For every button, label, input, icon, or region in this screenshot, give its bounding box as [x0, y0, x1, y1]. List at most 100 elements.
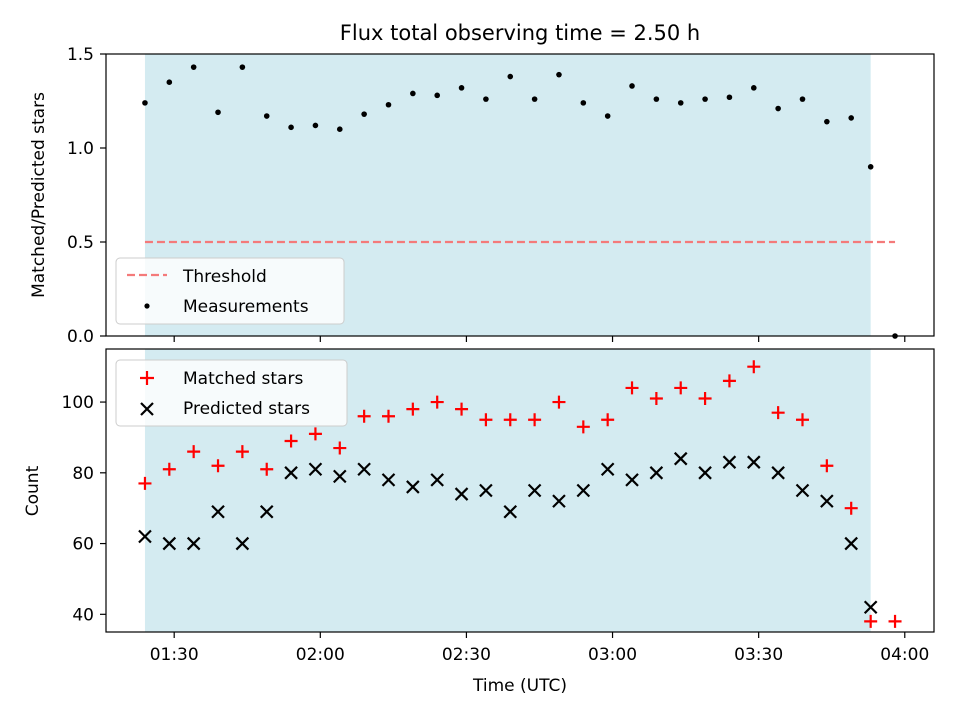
matched-stars-point: [528, 413, 542, 427]
measurement-point: [410, 90, 416, 97]
matched-stars-point: [235, 445, 249, 459]
bottom-panel: 40 60 80 100 01:30 02:00 02:30 03:00 03:30 04:00…: [23, 348, 935, 696]
predicted-stars-point: [406, 480, 420, 494]
measurement-point: [824, 118, 830, 125]
x-tick-label: 02:00: [296, 645, 345, 665]
measurement-point: [677, 100, 684, 106]
legend-predicted-swatch: [140, 402, 154, 416]
bottom-legend-box: [115, 359, 348, 427]
legend-matched-swatch: [140, 371, 154, 385]
matched-stars-point: [381, 409, 395, 423]
measurement-point: [867, 164, 874, 170]
predicted-stars-point: [649, 466, 664, 480]
legend-measurements-label: Measurements: [183, 297, 309, 317]
matched-stars-point: [844, 501, 858, 515]
measurement-point: [336, 126, 343, 132]
measurement-points: [142, 64, 898, 339]
measurement-point: [142, 100, 148, 106]
measurement-point: [604, 113, 611, 119]
measurement-point: [726, 94, 733, 101]
predicted-stars-point: [552, 494, 566, 508]
x-tick-label: 03:00: [588, 645, 637, 665]
bottom-y-axis-label: Count: [23, 465, 43, 516]
predicted-stars-point: [844, 536, 858, 551]
matched-stars-point: [771, 406, 785, 420]
predicted-stars-point: [138, 529, 152, 544]
matched-stars-point: [406, 402, 420, 416]
matched-stars-point: [576, 420, 590, 434]
matched-stars-point: [284, 434, 298, 448]
matched-stars-point: [430, 395, 444, 409]
y-tick-label: 1.0: [67, 139, 94, 159]
y-tick-label: 100: [62, 393, 94, 413]
predicted-stars-point: [479, 483, 493, 498]
predicted-stars-point: [600, 462, 615, 477]
predicted-stars-point: [308, 462, 323, 477]
measurement-point: [166, 79, 173, 85]
measurement-point: [653, 96, 660, 102]
measurement-point: [263, 113, 270, 119]
predicted-stars-point: [186, 536, 201, 551]
matched-stars-point: [888, 614, 902, 628]
matched-stars-point: [864, 614, 878, 628]
predicted-stars-point: [863, 600, 878, 615]
bottom-x-ticks: 01:30 02:00 02:30 03:00 03:30 04:00: [150, 632, 929, 665]
matched-stars-point: [479, 413, 493, 427]
measurement-point: [848, 115, 854, 121]
top-panel: 0.0 0.5 1.0 1.5 Matched/Predicted stars Thr…: [29, 45, 935, 347]
predicted-stars-point: [259, 504, 274, 519]
predicted-stars-point: [284, 466, 298, 480]
y-tick-label: 40: [72, 605, 94, 625]
matched-stars-point: [601, 413, 615, 427]
predicted-stars-point: [333, 469, 347, 484]
chart-title: Flux total observing time = 2.50 h: [340, 21, 700, 45]
measurement-point: [750, 85, 757, 91]
top-legend: Threshold Measurements: [115, 257, 345, 325]
top-legend-box: [115, 257, 345, 325]
predicted-stars-point: [381, 473, 396, 487]
predicted-stars-point: [698, 466, 712, 480]
predicted-stars-point: [576, 483, 591, 498]
matched-stars-point: [698, 392, 712, 406]
x-axis-label: Time (UTC): [472, 676, 567, 696]
predicted-stars-point: [503, 504, 518, 519]
matched-stars-point: [138, 476, 152, 490]
top-x-ticks: [173, 336, 906, 342]
x-tick-label: 01:30: [150, 645, 199, 665]
matched-stars-point: [503, 413, 517, 427]
predicted-stars-point: [162, 536, 177, 551]
predicted-stars-point: [357, 462, 371, 477]
matched-stars-point: [333, 441, 347, 455]
matched-stars-point: [162, 462, 176, 476]
matched-stars-point: [260, 462, 274, 476]
measurement-point: [702, 96, 708, 102]
predicted-stars-point: [747, 455, 761, 469]
matched-stars-point: [552, 395, 566, 409]
y-tick-label: 60: [72, 535, 94, 555]
bottom-legend: Matched stars Predicted stars: [115, 359, 348, 427]
legend-measurements-swatch: [144, 303, 150, 309]
count-points: [138, 360, 902, 628]
measurement-point: [556, 71, 562, 78]
matched-stars-point: [674, 381, 688, 395]
matched-stars-point: [211, 459, 225, 473]
predicted-stars-point: [454, 487, 469, 501]
matched-stars-point: [649, 392, 663, 406]
legend-threshold-label: Threshold: [182, 267, 267, 287]
x-tick-label: 04:00: [880, 645, 929, 665]
measurement-point: [580, 100, 587, 106]
predicted-stars-point: [211, 504, 225, 519]
matched-stars-point: [187, 445, 201, 459]
x-tick-label: 03:30: [734, 645, 783, 665]
matched-stars-point: [455, 402, 469, 416]
predicted-stars-point: [771, 466, 785, 480]
y-tick-label: 0.5: [67, 233, 94, 253]
legend-matched-label: Matched stars: [183, 369, 303, 389]
predicted-stars-point: [722, 455, 737, 469]
measurement-point: [629, 83, 635, 89]
legend-predicted-label: Predicted stars: [183, 399, 310, 419]
predicted-stars-point: [673, 451, 688, 466]
predicted-stars-point: [527, 483, 542, 498]
bottom-y-ticks: 40 60 80 100: [62, 393, 106, 625]
y-tick-label: 0.0: [67, 327, 94, 347]
